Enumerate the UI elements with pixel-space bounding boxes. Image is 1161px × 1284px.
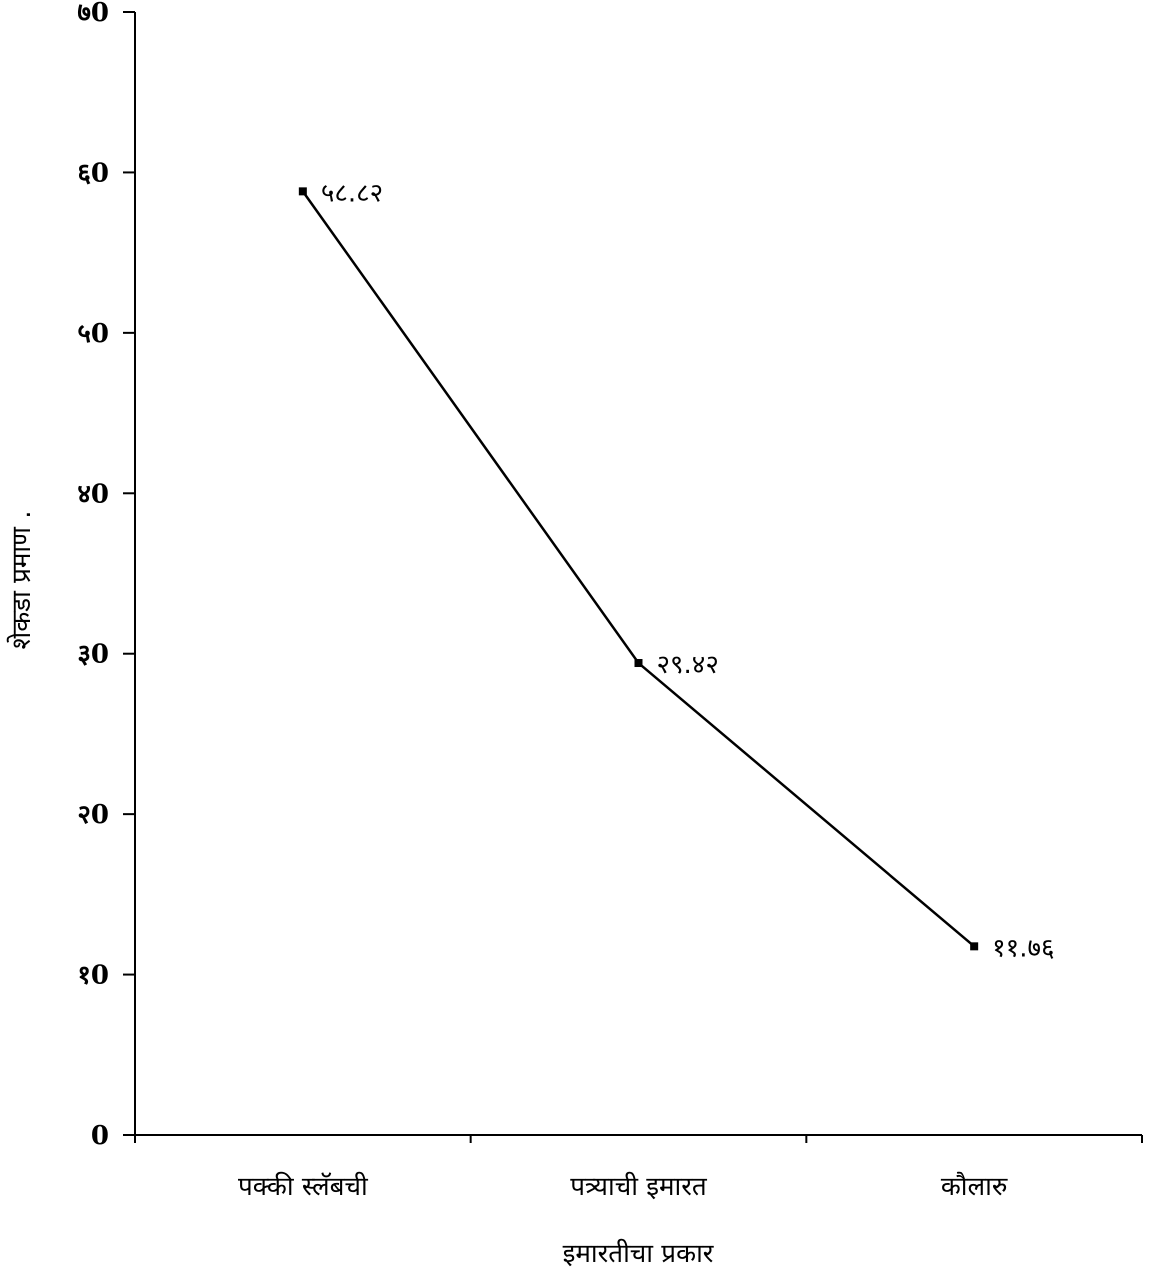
data-label: ५८.८२ [321, 178, 383, 208]
y-tick-label: ४0 [77, 479, 109, 509]
x-tick-label: पक्की स्लॅबची [238, 1171, 369, 1202]
data-label: २९.४२ [657, 650, 719, 680]
y-tick-label: ३0 [77, 640, 109, 670]
data-point [970, 942, 979, 951]
y-tick-label: ६0 [77, 158, 109, 188]
y-tick-label: २0 [77, 800, 109, 830]
x-axis-title: इमारतीचा प्रकार [563, 1238, 715, 1269]
series-layer: ५८.८२ २९.४२ ११.७६ [298, 178, 1055, 963]
y-tick-label: ७0 [77, 0, 109, 28]
y-tick-label: 0 [91, 1121, 109, 1151]
data-point [298, 187, 307, 196]
x-tick-label: कौलारु [941, 1171, 1008, 1202]
x-tick-label: पत्र्याची इमारत [570, 1171, 708, 1202]
data-point [634, 659, 643, 668]
data-label: ११.७६ [992, 933, 1054, 963]
x-axis: पक्की स्लॅबची पत्र्याची इमारत कौलारु [134, 1134, 1143, 1202]
y-axis: 0 १0 २0 ३0 ४0 ५0 ६0 ७0 [77, 0, 136, 1151]
y-tick-label: १0 [77, 961, 109, 991]
y-tick-label: ५0 [77, 319, 109, 349]
y-axis-title: शेकडा प्रमाण . [6, 511, 37, 650]
series-line [301, 190, 975, 948]
